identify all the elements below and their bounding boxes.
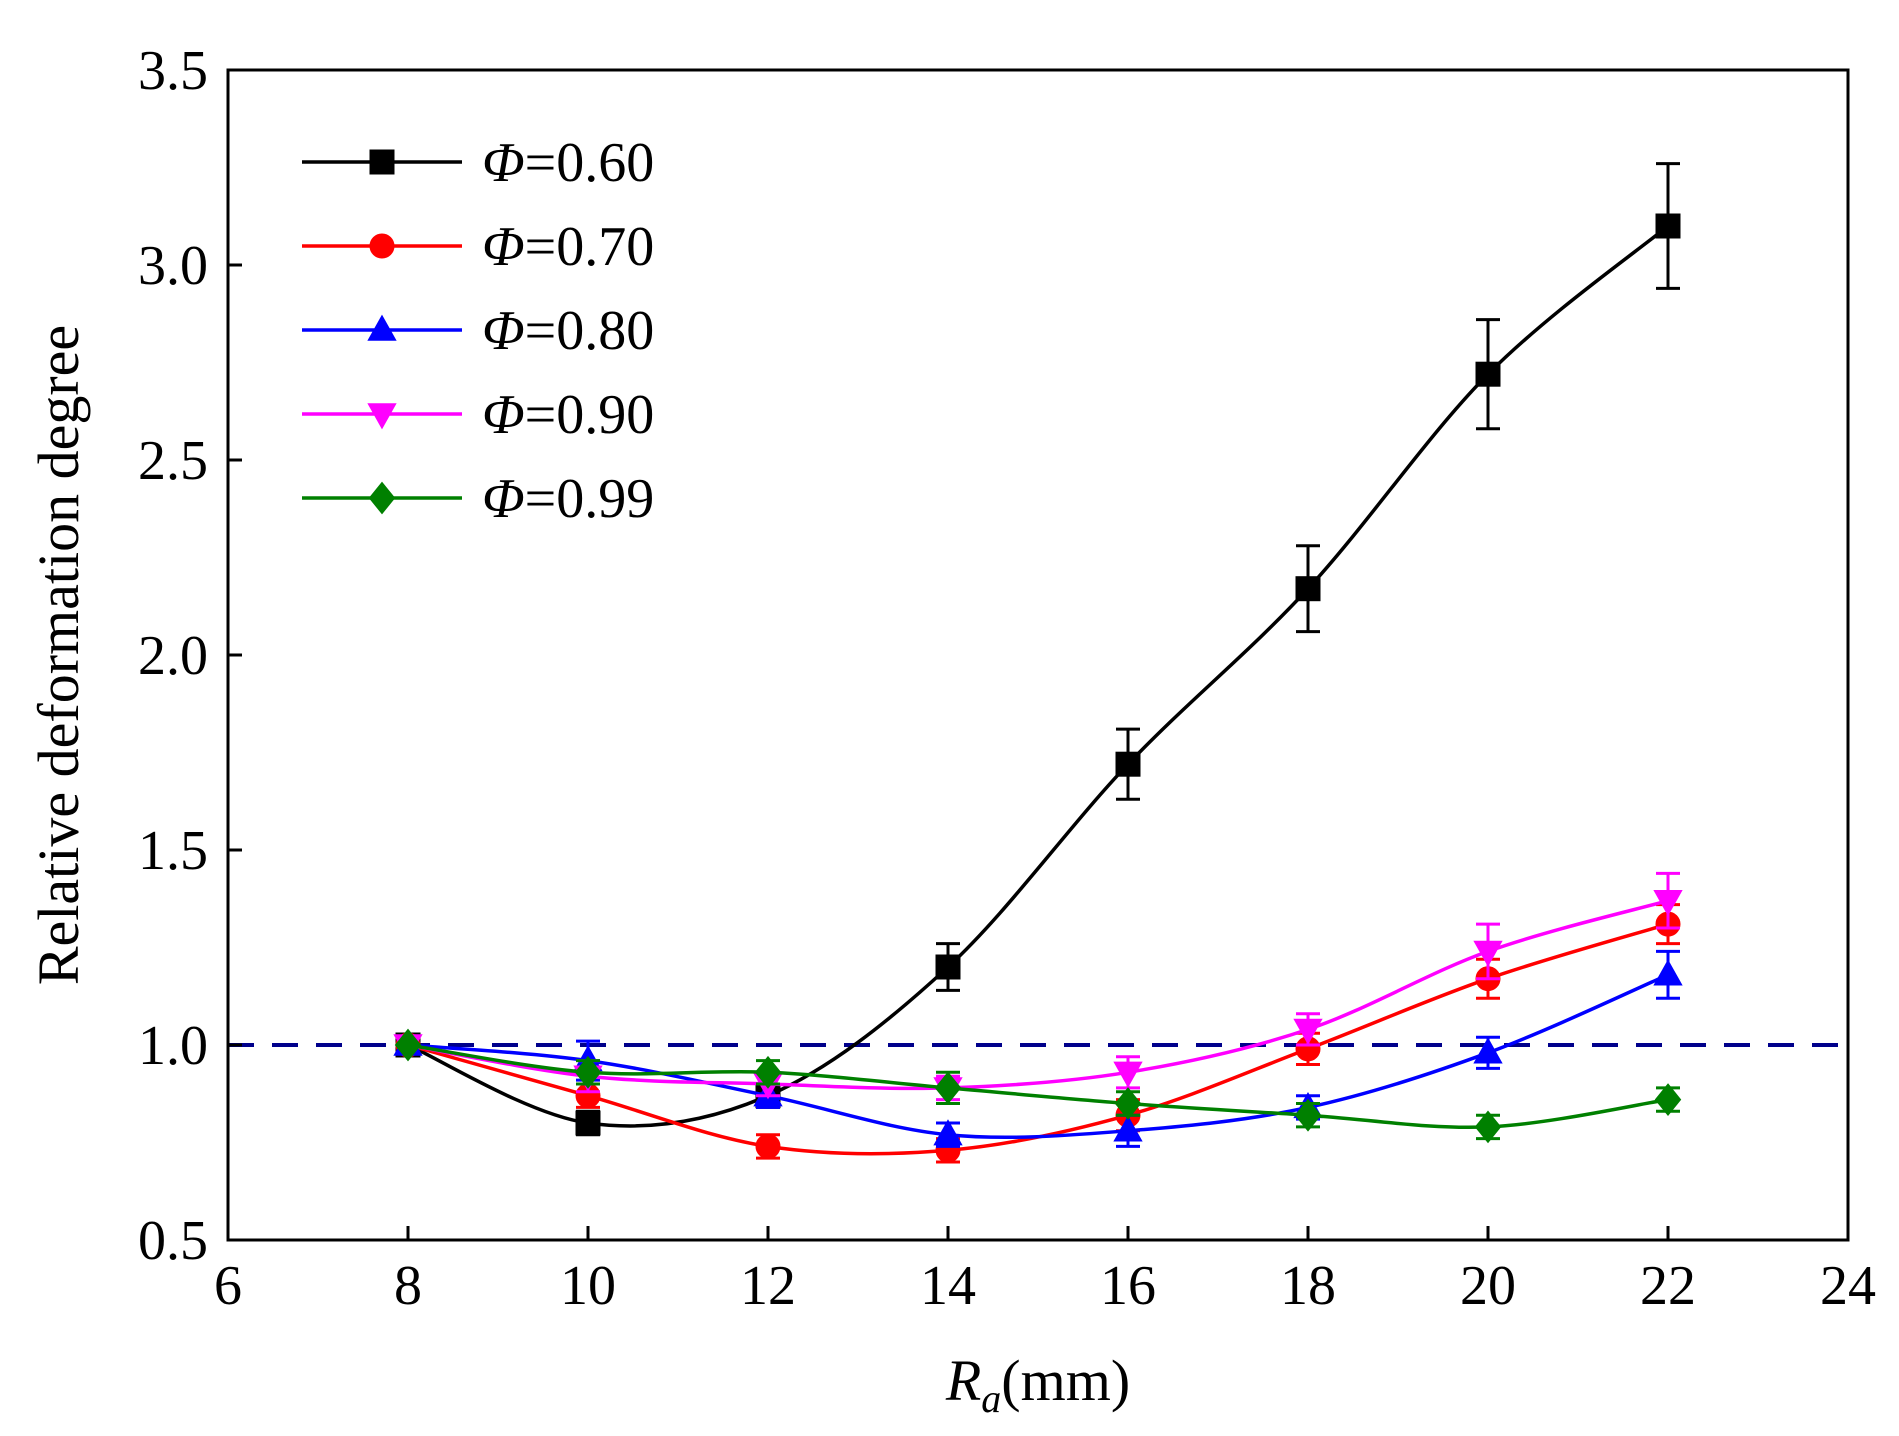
legend-item-3: Φ=0.90 [302, 384, 654, 446]
data-point [575, 1110, 601, 1136]
series-line [407, 224, 1670, 1128]
data-point [1473, 1037, 1503, 1064]
y-tick-label: 2.0 [138, 625, 208, 687]
data-point [754, 1055, 782, 1089]
x-tick-label: 16 [1100, 1255, 1156, 1317]
legend-label-symbol: Φ [482, 132, 525, 194]
data-point [1654, 1083, 1682, 1116]
data-point [755, 1133, 781, 1159]
x-tick-label: 14 [920, 1255, 976, 1317]
y-ticks: 0.5 1.0 1.5 2.0 2.5 3.0 3.5 [138, 40, 242, 1272]
x-axis-title: Ra(mm) [945, 1348, 1130, 1421]
y-tick-label: 1.5 [138, 820, 208, 882]
x-tick-label: 18 [1280, 1255, 1336, 1317]
legend-label-symbol: Φ [482, 216, 525, 278]
data-point [574, 1055, 602, 1089]
legend-label-value: =0.90 [525, 384, 655, 446]
data-point [934, 1071, 962, 1105]
y-tick-label: 3.5 [138, 40, 208, 102]
legend-label: Φ=0.99 [482, 468, 654, 530]
x-axis-title-main: R [945, 1348, 981, 1413]
series-4 [394, 1028, 1682, 1144]
legend-label-value: =0.60 [525, 132, 655, 194]
x-tick-label: 12 [740, 1255, 796, 1317]
data-point [1653, 959, 1683, 986]
legend-label: Φ=0.80 [482, 300, 654, 362]
legend-marker [368, 481, 396, 515]
legend-label-symbol: Φ [482, 300, 525, 362]
legend-label-symbol: Φ [482, 468, 525, 530]
x-ticks: 6 8 10 12 14 16 18 20 22 24 [214, 1226, 1876, 1317]
data-point [1653, 890, 1683, 917]
legend-label-value: =0.70 [525, 216, 655, 278]
data-point [935, 954, 961, 980]
x-tick-label: 6 [214, 1255, 242, 1317]
data-point [1114, 1087, 1142, 1120]
legend-label-value: =0.99 [525, 468, 655, 530]
legend-label-symbol: Φ [482, 384, 525, 446]
data-point [1474, 1110, 1502, 1144]
plot-frame [226, 68, 1850, 1242]
legend: Φ=0.60Φ=0.70Φ=0.80Φ=0.90Φ=0.99 [302, 132, 654, 530]
legend-label: Φ=0.70 [482, 216, 654, 278]
data-point [1293, 1018, 1323, 1045]
legend-marker [367, 314, 397, 341]
series-group [393, 162, 1683, 1164]
y-tick-label: 1.0 [138, 1015, 208, 1077]
x-tick-label: 22 [1640, 1255, 1696, 1317]
y-tick-label: 2.5 [138, 430, 208, 492]
data-point [1655, 213, 1681, 239]
data-point [933, 1119, 963, 1146]
data-point [1294, 1098, 1322, 1132]
series-line [407, 1043, 1669, 1130]
data-point [1295, 576, 1321, 602]
legend-marker [369, 149, 395, 175]
series-line [407, 899, 1669, 1091]
legend-item-2: Φ=0.80 [302, 300, 654, 362]
legend-label: Φ=0.90 [482, 384, 654, 446]
legend-marker [369, 233, 395, 259]
x-tick-label: 20 [1460, 1255, 1516, 1317]
data-point [1475, 361, 1501, 387]
y-tick-label: 3.0 [138, 235, 208, 297]
data-point [1113, 1061, 1143, 1088]
data-point [394, 1028, 422, 1062]
legend-label-value: =0.80 [525, 300, 655, 362]
data-point [1113, 1115, 1143, 1142]
y-tick-label: 0.5 [138, 1210, 208, 1272]
legend-item-4: Φ=0.99 [302, 468, 654, 530]
x-axis-title-sub: a [981, 1376, 1001, 1421]
x-axis-title-unit: (mm) [1001, 1348, 1130, 1413]
x-tick-label: 8 [394, 1255, 422, 1317]
data-point [1473, 940, 1503, 967]
legend-label: Φ=0.60 [482, 132, 654, 194]
x-tick-label: 24 [1820, 1255, 1876, 1317]
y-axis-title: Relative deformation degree [26, 325, 91, 985]
legend-item-0: Φ=0.60 [302, 132, 654, 194]
data-point [1115, 751, 1141, 777]
x-tick-label: 10 [560, 1255, 616, 1317]
legend-marker [367, 403, 397, 430]
legend-item-1: Φ=0.70 [302, 216, 654, 278]
